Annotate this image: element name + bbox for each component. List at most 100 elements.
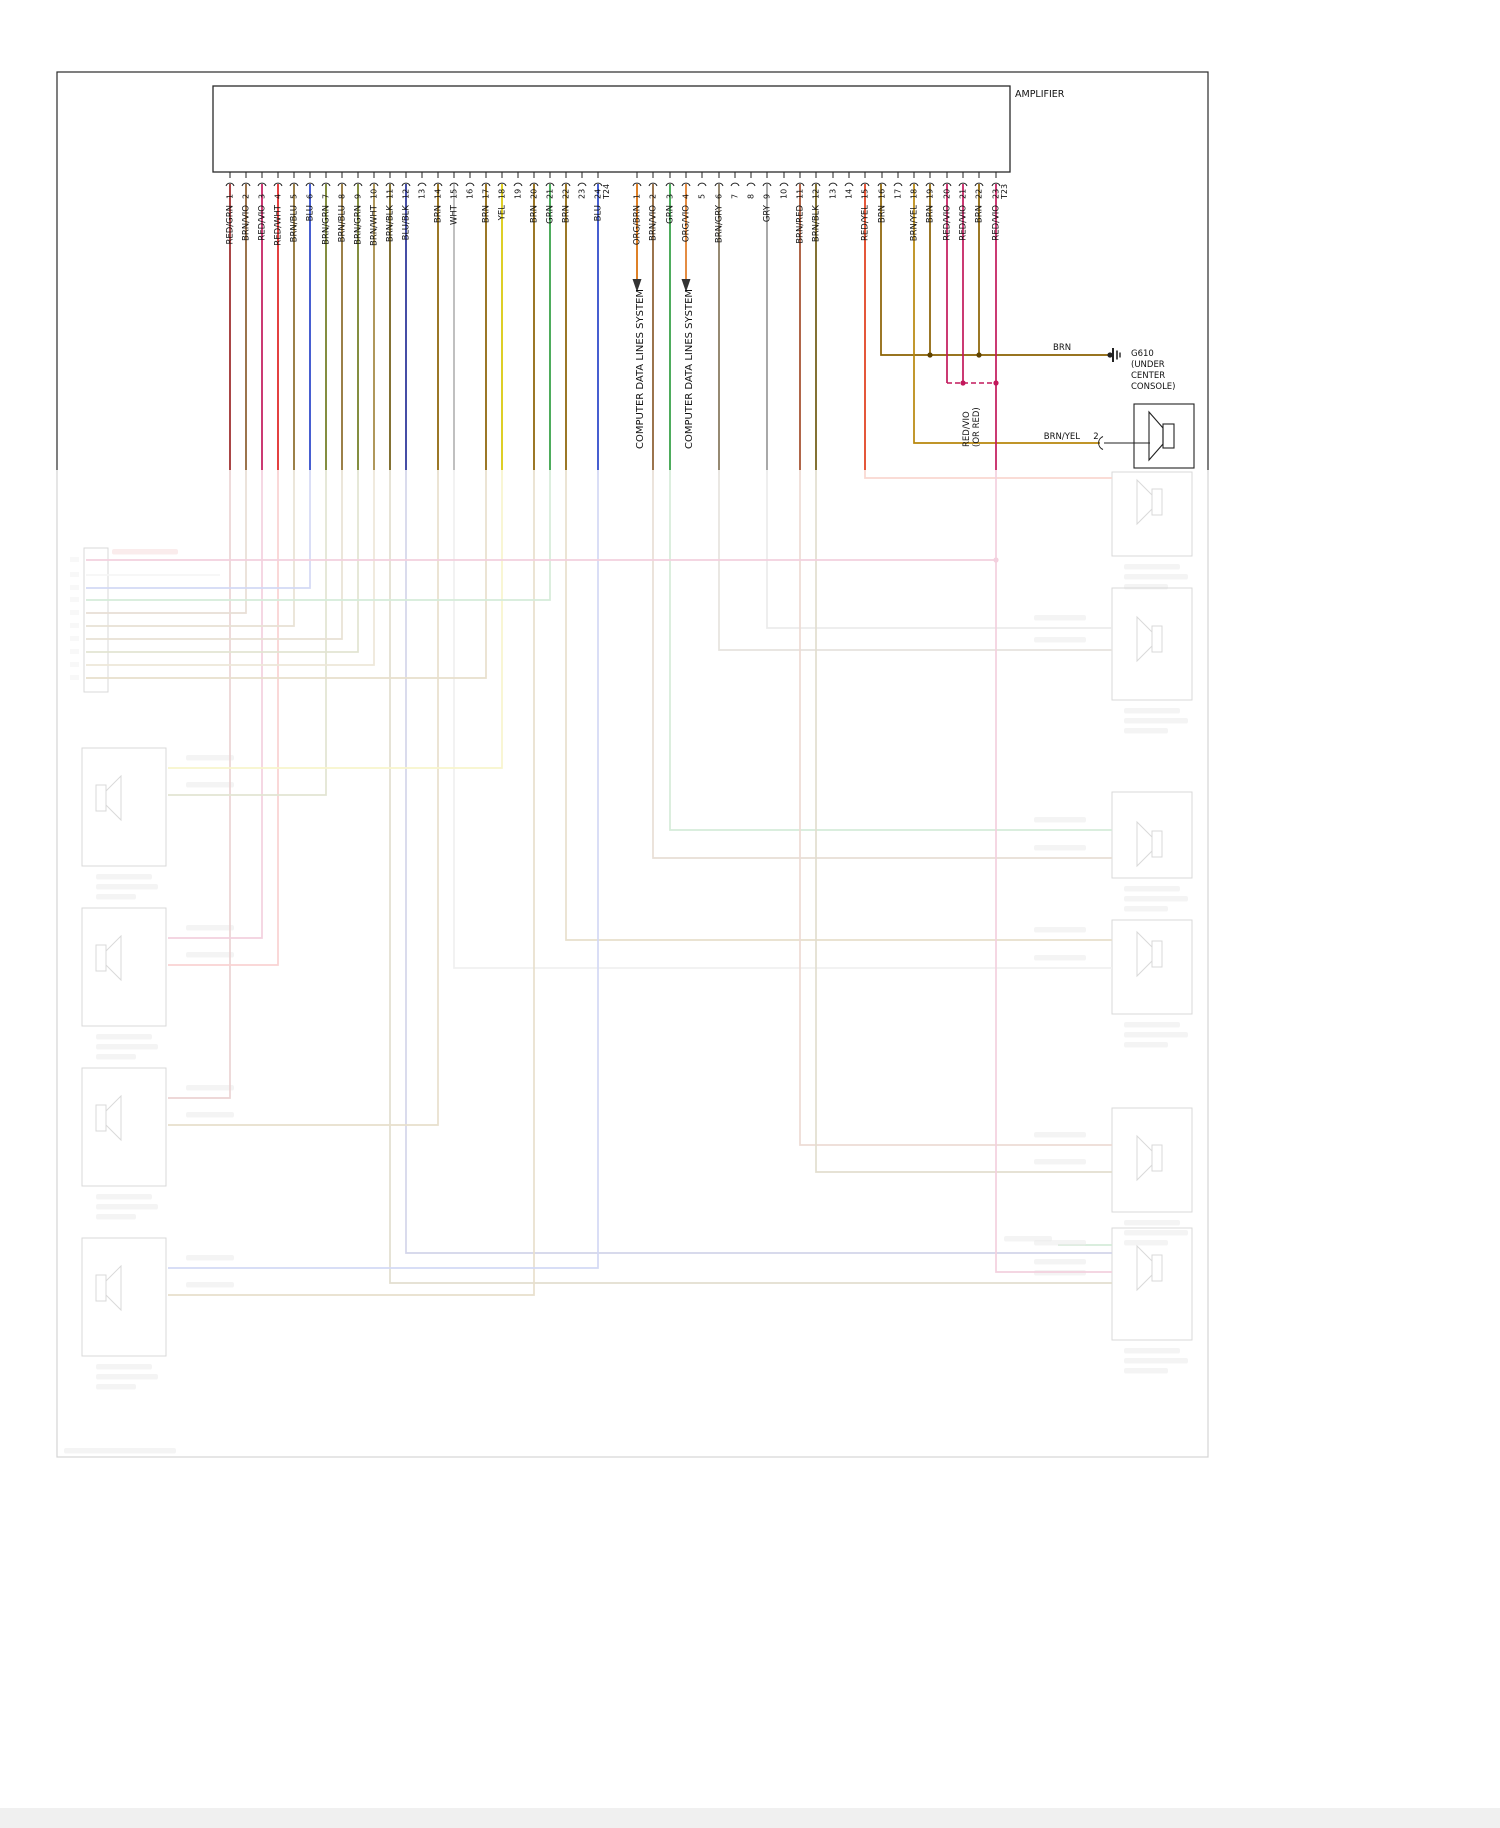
pin-number: 14 (434, 189, 443, 199)
wire-color-label: RED/YEL (861, 205, 871, 241)
pin-number: 3 (666, 194, 675, 199)
wire-color-label: BRN (562, 205, 572, 223)
pin-connector-icon (795, 182, 805, 187)
amplifier-label: AMPLIFIER (1015, 89, 1065, 100)
wire-color-label: BRN (530, 205, 540, 223)
ground-wire-color-label: BRN (1053, 343, 1071, 353)
pin-number: 2 (242, 194, 251, 199)
wire-color-label: BRN (975, 205, 985, 223)
pin-connector-icon (632, 182, 642, 187)
pin-connector-icon (762, 182, 772, 187)
wire-color-label: WHT (450, 204, 460, 225)
pin-connector-icon (844, 182, 854, 187)
pin-connector-icon (465, 182, 475, 187)
wire-color-label: ORG/VIO (682, 205, 692, 242)
pin-number: 21 (959, 189, 968, 199)
data-line-arrow-icon (632, 279, 642, 292)
pin-number: 19 (926, 189, 935, 199)
pin-number: 17 (894, 189, 903, 199)
wire-color-label: RED/GRN (226, 205, 236, 245)
pin-connector-icon (321, 182, 331, 187)
speaker-icon (1148, 410, 1164, 462)
ground-location-line2: CENTER (1131, 371, 1165, 381)
pin-number: 8 (338, 194, 347, 199)
pin-connector-icon (665, 182, 675, 187)
pin-number: 5 (698, 194, 707, 199)
pin-number: 20 (943, 189, 952, 199)
pin-number: 17 (482, 189, 491, 199)
wire-color-label: BRN/VIO (649, 205, 659, 241)
wire-color-label: BRN/BLU (338, 205, 348, 242)
pin-number: 24 (594, 189, 603, 199)
wire-color-label: BRN/WHT (370, 204, 380, 246)
speaker-wire-color-label: BRN/YEL (1044, 432, 1081, 442)
pin-connector-icon (529, 182, 539, 187)
pin-number: 11 (386, 189, 395, 199)
wire-color-label: RED/VIO (992, 205, 1002, 241)
pin-connector-icon (353, 182, 363, 187)
wire-color-label: BRN/GRY (715, 204, 725, 243)
pin-connector-icon (925, 182, 935, 187)
wire-color-label: YEL (498, 205, 508, 222)
pin-connector-icon (1098, 436, 1104, 450)
pin-number: 10 (780, 189, 789, 199)
wire-color-label: BRN/GRN (354, 205, 364, 245)
pin-connector-icon (593, 182, 603, 187)
pin-connector-icon (577, 182, 587, 187)
pin-number: 7 (731, 194, 740, 199)
wire-color-label: BRN/BLK (386, 205, 396, 243)
amplifier-box (212, 85, 1011, 173)
ground-location-line1: (UNDER (1131, 360, 1165, 370)
junction-dot (960, 380, 966, 386)
pin-layer: 1 RED/GRN 2 BRN/VIO 3 RED/VIO 4 RED/WHT 5 BRN/BLU… (226, 172, 1009, 246)
pin-connector-icon (561, 182, 571, 187)
pin-connector-icon (481, 182, 491, 187)
pin-number: 12 (812, 189, 821, 199)
wire-color-label: RED/VIO (943, 205, 953, 241)
pin-number: 5 (290, 194, 299, 199)
redvio-label-line2: (OR RED) (972, 407, 982, 447)
wire-color-label: RED/VIO (959, 205, 969, 241)
fade-overlay (0, 470, 1500, 1502)
wire-color-label: BRN (926, 205, 936, 223)
pin-connector-icon (449, 182, 459, 187)
pin-connector-icon (497, 182, 507, 187)
pin-connector-icon (746, 182, 756, 187)
pin-connector-icon (369, 182, 379, 187)
pin-number: 22 (562, 189, 571, 199)
wire-color-label: BRN (482, 205, 492, 223)
wire-color-label: BRN/BLK (812, 205, 822, 243)
pin-connector-icon (828, 182, 838, 187)
wire-color-label: BRN/VIO (242, 205, 252, 241)
pin-number: 18 (498, 189, 507, 199)
speaker-pin-number: 2 (1093, 432, 1098, 442)
pin-number: 4 (274, 194, 283, 199)
pin-connector-icon (545, 182, 555, 187)
wire-t23-pin16 (880, 184, 1108, 356)
pin-number: 9 (763, 194, 772, 199)
wire-color-label: BRN/RED (796, 205, 806, 244)
pin-number: 13 (418, 189, 427, 199)
pin-number: 1 (226, 194, 235, 199)
pin-connector-icon (909, 182, 919, 187)
wire-t23-pin18 (913, 184, 1100, 444)
pin-number: 1 (633, 194, 642, 199)
pin-number: 23 (992, 189, 1001, 199)
computer-data-lines-label: COMPUTER DATA LINES SYSTEM (635, 289, 646, 449)
pin-number: 15 (450, 189, 459, 199)
pin-number: 10 (370, 189, 379, 199)
pin-connector-icon (942, 182, 952, 187)
pin-number: 21 (546, 189, 555, 199)
pin-number: 16 (466, 189, 475, 199)
wire-color-label: BRN (878, 205, 888, 223)
pin-connector-icon (974, 182, 984, 187)
pin-connector-icon (714, 182, 724, 187)
pin-number: 2 (649, 194, 658, 199)
junction-dot (927, 352, 933, 358)
wire-color-label: GRN (546, 205, 556, 224)
pin-connector-icon (893, 182, 903, 187)
pin-number: 12 (402, 189, 411, 199)
pin-connector-icon (385, 182, 395, 187)
